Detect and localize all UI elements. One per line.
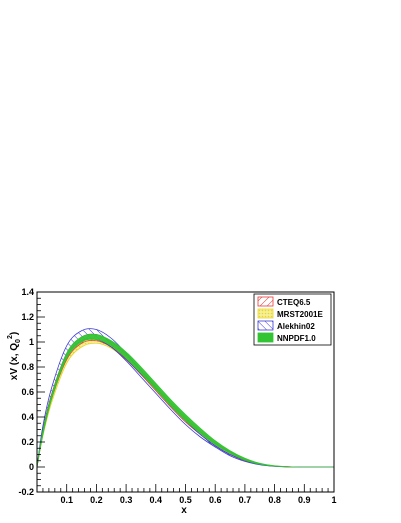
x-tick-label: 0.3 bbox=[120, 495, 133, 505]
legend-swatch bbox=[257, 296, 274, 307]
legend-label: CTEQ6.5 bbox=[277, 298, 311, 307]
y-tick-label: 1.2 bbox=[21, 312, 34, 322]
legend-entry-alekhin02: Alekhin02 bbox=[257, 320, 315, 331]
y-tick-label: 0.6 bbox=[21, 387, 34, 397]
band-area bbox=[36, 339, 335, 468]
legend-label: NNPDF1.0 bbox=[277, 334, 316, 343]
legend-label: MRST2001E bbox=[277, 310, 323, 319]
band-area bbox=[36, 333, 335, 468]
legend: CTEQ6.5 MRST2001E Alekhin02 NNPDF1.0 bbox=[253, 293, 332, 346]
y-axis-label: xV (x, Q02) bbox=[7, 332, 22, 380]
legend-swatch bbox=[257, 320, 274, 331]
x-tick-label: 0.5 bbox=[179, 495, 192, 505]
band-area bbox=[36, 333, 335, 468]
y-axis-label-main: xV (x, Q bbox=[9, 343, 20, 380]
legend-swatch bbox=[257, 308, 274, 319]
y-tick-label: 1 bbox=[29, 337, 34, 347]
x-tick-label: 1 bbox=[331, 495, 336, 505]
x-tick-label: 0.7 bbox=[239, 495, 252, 505]
y-tick-label: 0.4 bbox=[21, 412, 34, 422]
x-tick-label: 0.6 bbox=[209, 495, 222, 505]
x-tick-label: 0.2 bbox=[90, 495, 103, 505]
legend-entry-cteq6-5: CTEQ6.5 bbox=[257, 296, 311, 307]
legend-entry-nnpdf1-0: NNPDF1.0 bbox=[257, 332, 316, 343]
y-axis-label-sup: 2 bbox=[7, 335, 14, 339]
series-bands bbox=[36, 328, 335, 468]
band-cteq6-5 bbox=[36, 333, 335, 468]
x-axis-ticks: 0.1 0.2 0.3 0.4 0.5 0.6 0.7 0.8 0.9 1 bbox=[42, 484, 337, 505]
y-tick-label: 0 bbox=[29, 462, 34, 472]
legend-swatch bbox=[257, 332, 274, 343]
y-tick-label: 0.2 bbox=[21, 437, 34, 447]
x-tick-label: 0.8 bbox=[268, 495, 281, 505]
legend-entry-mrst2001e: MRST2001E bbox=[257, 308, 323, 319]
x-axis-label: x bbox=[181, 505, 187, 516]
x-tick-label: 0.1 bbox=[60, 495, 73, 505]
y-axis-label-tail: ) bbox=[9, 332, 20, 335]
y-tick-label: -0.2 bbox=[18, 487, 34, 497]
band-area bbox=[36, 328, 335, 468]
band-nnpdf1-0 bbox=[36, 333, 335, 468]
y-axis-ticks: -0.2 0 0.2 0.4 0.6 0.8 1 1.2 1.4 bbox=[18, 287, 45, 497]
x-tick-label: 0.4 bbox=[150, 495, 163, 505]
band-mrst2001e bbox=[36, 339, 335, 468]
x-tick-label: 0.9 bbox=[298, 495, 311, 505]
y-tick-label: 0.8 bbox=[21, 362, 34, 372]
y-axis-label-sub: 0 bbox=[15, 339, 22, 343]
y-tick-label: 1.4 bbox=[21, 287, 34, 297]
legend-label: Alekhin02 bbox=[277, 322, 315, 331]
band-alekhin02 bbox=[36, 328, 335, 468]
